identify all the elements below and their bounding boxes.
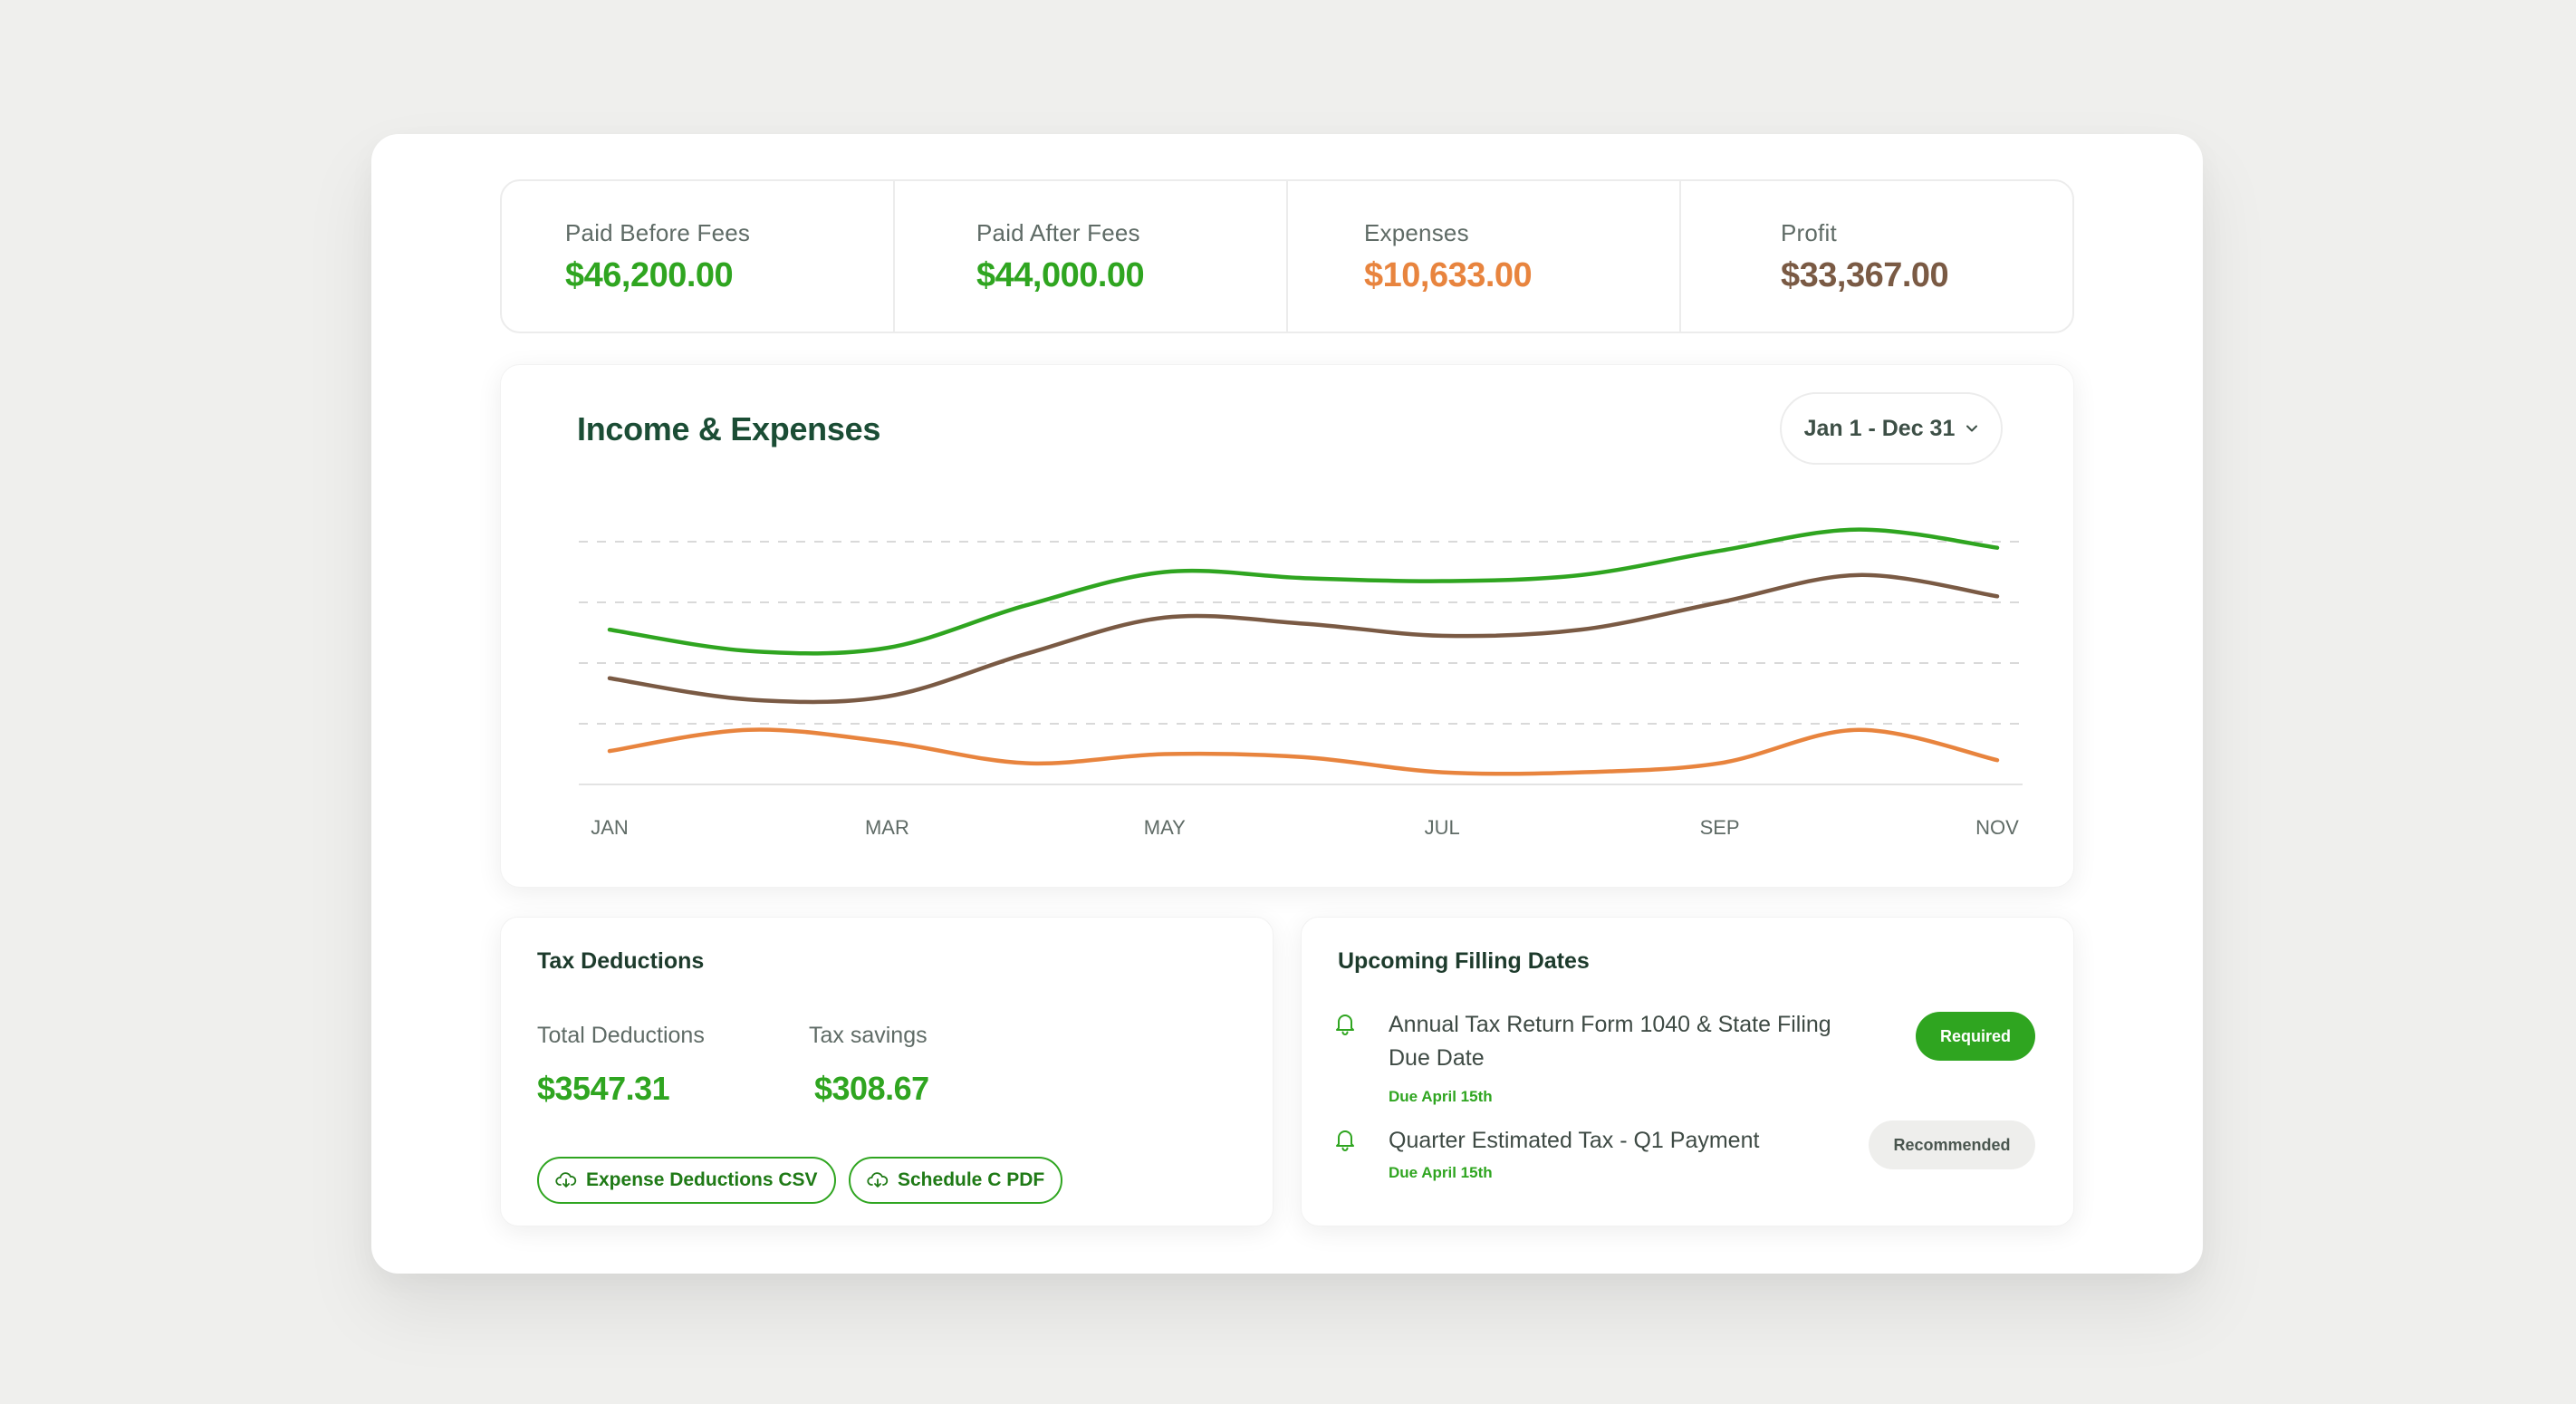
summary-stats-card: Paid Before Fees $46,200.00 Paid After F… (500, 179, 2074, 333)
required-badge: Required (1916, 1012, 2035, 1061)
total-deductions-value: $3547.31 (537, 1070, 670, 1107)
schedule-c-pdf-button[interactable]: Schedule C PDF (849, 1157, 1063, 1204)
filing-item[interactable]: Quarter Estimated Tax - Q1 Payment Due A… (1334, 1120, 2050, 1197)
filing-item-due: Due April 15th (1389, 1164, 1493, 1181)
filing-card-title: Upcoming Filling Dates (1338, 948, 1590, 974)
stat-value: $44,000.00 (976, 256, 1145, 294)
bell-icon (1336, 1015, 1354, 1035)
pdf-button-label: Schedule C PDF (898, 1169, 1045, 1190)
stat-paid-after-fees: Paid After Fees $44,000.00 (895, 181, 1288, 332)
x-tick-label: NOV (1975, 816, 2019, 839)
income-expenses-card: Income & Expenses Jan 1 - Dec 31 JAN MAR M… (500, 364, 2074, 888)
tax-deductions-card: Tax Deductions Total Deductions $3547.31… (500, 917, 1274, 1226)
stat-label: Profit (1781, 219, 1837, 246)
stat-value: $10,633.00 (1364, 256, 1533, 294)
csv-button-label: Expense Deductions CSV (586, 1169, 818, 1190)
series-line-1 (607, 527, 2000, 656)
x-tick-label: MAY (1144, 816, 1186, 839)
x-tick-label: SEP (1700, 816, 1740, 839)
chart-title: Income & Expenses (577, 410, 881, 447)
dashboard-panel: Paid Before Fees $46,200.00 Paid After F… (371, 134, 2203, 1274)
x-tick-label: JUL (1425, 816, 1460, 839)
expense-deductions-csv-button[interactable]: Expense Deductions CSV (537, 1157, 836, 1204)
line-chart: JAN MAR MAY JUL SEP NOV (579, 527, 2023, 839)
stat-label: Paid Before Fees (565, 219, 751, 246)
x-tick-label: MAR (865, 816, 909, 839)
date-range-label: Jan 1 - Dec 31 (1803, 415, 1956, 441)
filing-item[interactable]: Annual Tax Return Form 1040 & State Fili… (1334, 1008, 2050, 1108)
tax-savings-value: $308.67 (814, 1070, 929, 1107)
stat-expenses: Expenses $10,633.00 (1288, 181, 1681, 332)
upcoming-filing-dates-card: Upcoming Filling Dates Annual Tax Return… (1301, 917, 2074, 1226)
tax-card-title: Tax Deductions (537, 948, 705, 974)
x-tick-label: JAN (591, 816, 629, 839)
date-range-dropdown[interactable]: Jan 1 - Dec 31 (1780, 392, 2003, 465)
stat-value: $46,200.00 (565, 256, 734, 294)
stat-paid-before-fees: Paid Before Fees $46,200.00 (502, 181, 895, 332)
stat-label: Paid After Fees (976, 219, 1140, 246)
cloud-download-icon (867, 1172, 889, 1188)
series-line-3 (607, 727, 2000, 776)
bell-icon (1336, 1130, 1354, 1151)
tax-savings-label: Tax savings (809, 1023, 928, 1048)
filing-item-title: Annual Tax Return Form 1040 & State Fili… (1389, 1012, 1831, 1071)
recommended-badge: Recommended (1869, 1120, 2035, 1169)
series-line-2 (607, 572, 2000, 705)
stat-label: Expenses (1364, 219, 1469, 246)
filing-item-due: Due April 15th (1389, 1088, 1493, 1105)
total-deductions-label: Total Deductions (537, 1023, 705, 1048)
chevron-down-icon (1966, 425, 1978, 432)
stat-profit: Profit $33,367.00 (1681, 181, 2072, 332)
cloud-download-icon (555, 1172, 577, 1188)
filing-item-title: Quarter Estimated Tax - Q1 Payment (1389, 1128, 1760, 1153)
stat-value: $33,367.00 (1781, 256, 1949, 294)
